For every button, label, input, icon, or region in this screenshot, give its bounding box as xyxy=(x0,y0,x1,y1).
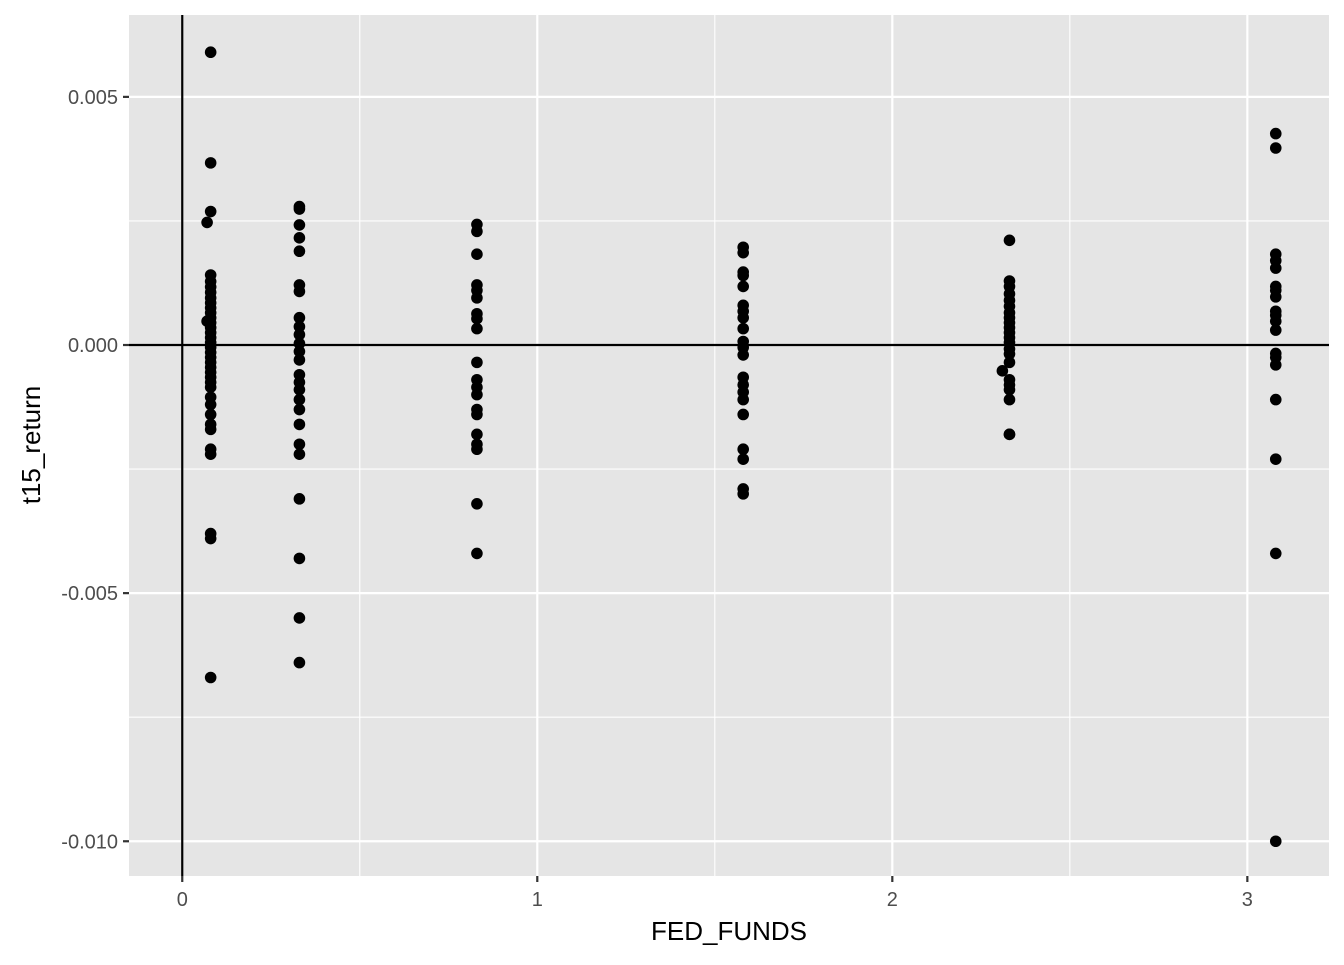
data-point xyxy=(1003,428,1016,441)
y-tick-label: -0.005 xyxy=(61,583,118,605)
data-point xyxy=(293,337,306,350)
data-point xyxy=(293,328,306,341)
data-point xyxy=(737,443,750,456)
data-point xyxy=(1003,348,1016,360)
data-point xyxy=(737,488,750,500)
data-point xyxy=(293,552,306,565)
data-point xyxy=(737,453,750,465)
data-point xyxy=(1269,393,1282,406)
data-point xyxy=(471,428,483,441)
data-point xyxy=(293,448,306,460)
x-tick-label: 1 xyxy=(532,889,543,911)
y-axis: 0.005 0.000 -0.005 -0.010 xyxy=(61,87,129,853)
data-point xyxy=(996,365,1009,377)
data-point xyxy=(471,356,483,369)
data-point xyxy=(471,547,483,560)
data-point xyxy=(471,498,483,510)
data-point xyxy=(293,320,306,333)
data-point xyxy=(293,219,306,231)
data-point xyxy=(471,225,483,238)
data-point xyxy=(293,245,306,258)
data-point xyxy=(737,349,750,361)
data-point xyxy=(293,203,306,215)
data-point xyxy=(1003,393,1016,406)
data-point xyxy=(293,383,306,396)
data-point xyxy=(1269,547,1282,560)
data-point xyxy=(204,381,217,393)
data-point xyxy=(471,312,483,325)
data-point xyxy=(471,292,483,304)
data-point xyxy=(201,216,213,229)
data-point xyxy=(293,612,306,624)
data-point xyxy=(293,354,306,366)
data-point xyxy=(1269,291,1282,303)
data-point xyxy=(293,393,306,406)
data-point xyxy=(737,311,750,324)
data-point xyxy=(293,656,306,669)
data-point xyxy=(293,232,306,244)
y-tick-label: 0.000 xyxy=(68,335,118,357)
plot-panel xyxy=(129,15,1329,876)
data-point xyxy=(471,443,483,456)
data-point xyxy=(471,322,483,335)
data-point xyxy=(737,280,750,293)
data-point xyxy=(293,285,306,298)
data-point xyxy=(1269,453,1282,465)
data-point xyxy=(204,408,217,421)
data-point xyxy=(471,408,483,421)
data-point xyxy=(204,398,217,411)
data-point xyxy=(737,246,750,259)
data-point xyxy=(737,393,750,406)
data-point xyxy=(204,532,217,545)
x-axis-title: FED_FUNDS xyxy=(651,916,807,946)
data-point xyxy=(293,418,306,431)
data-point xyxy=(1269,835,1282,848)
data-point xyxy=(204,448,217,460)
data-point xyxy=(293,345,306,358)
x-tick-label: 3 xyxy=(1242,889,1253,911)
data-point xyxy=(1269,324,1282,336)
data-point xyxy=(737,322,750,335)
data-point xyxy=(1269,142,1282,154)
data-point xyxy=(204,423,217,436)
data-point xyxy=(1003,356,1016,369)
data-point xyxy=(201,315,213,327)
data-point xyxy=(1269,127,1282,140)
data-point xyxy=(293,311,306,324)
x-tick-label: 0 xyxy=(177,889,188,911)
data-point xyxy=(471,248,483,260)
y-tick-label: -0.010 xyxy=(61,831,118,853)
data-point xyxy=(204,46,217,59)
data-point xyxy=(471,388,483,401)
data-point xyxy=(204,205,217,218)
data-point xyxy=(1269,315,1282,327)
data-point xyxy=(293,403,306,416)
data-point xyxy=(737,269,750,282)
panel-background xyxy=(129,15,1329,876)
data-point xyxy=(293,493,306,505)
data-point xyxy=(1269,262,1282,274)
x-tick-label: 2 xyxy=(887,889,898,911)
y-tick-label: 0.005 xyxy=(68,87,118,109)
data-point xyxy=(293,438,306,451)
data-point xyxy=(737,408,750,421)
reference-lines xyxy=(129,15,1329,876)
data-point xyxy=(204,671,217,684)
data-point xyxy=(1003,383,1016,396)
x-axis: 0 1 2 3 xyxy=(177,876,1253,911)
y-axis-title: t15_return xyxy=(16,386,46,505)
data-point xyxy=(1003,234,1016,247)
data-points xyxy=(201,46,1282,848)
data-point xyxy=(1269,359,1282,371)
data-point xyxy=(204,157,217,169)
